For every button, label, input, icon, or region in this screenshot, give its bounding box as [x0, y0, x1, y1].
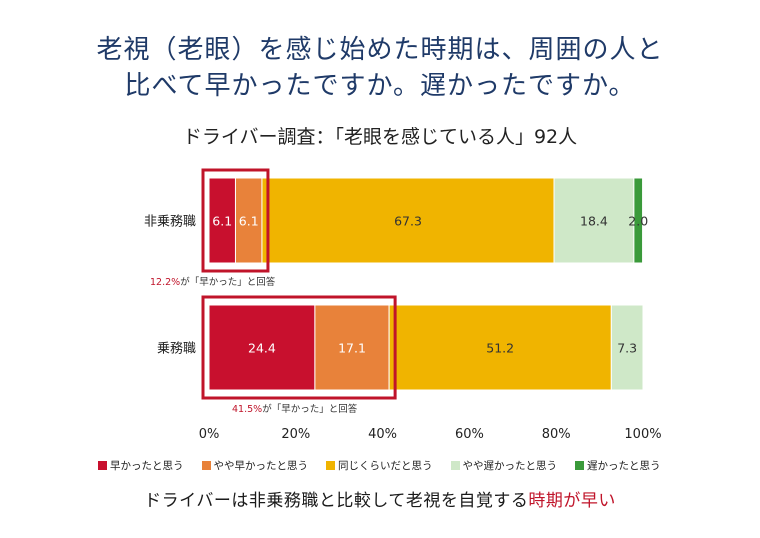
- legend-entry: 遅かったと思う: [575, 458, 661, 473]
- legend-swatch: [450, 461, 460, 470]
- bar-segment: [261, 177, 555, 264]
- x-tick-label: 40%: [368, 427, 397, 442]
- bar-segment: [610, 304, 644, 391]
- x-tick-label: 100%: [624, 427, 661, 442]
- data-label: 7.3: [617, 341, 637, 356]
- conclusion-highlight: 時期が早い: [528, 491, 616, 511]
- legend-label: やや早かったと思う: [213, 460, 309, 472]
- data-label: 18.4: [580, 214, 608, 229]
- data-label: 51.2: [486, 341, 514, 356]
- highlight-box: [201, 168, 270, 273]
- annotation-text: 41.5%が「早かった」と回答: [232, 403, 358, 415]
- legend-swatch: [201, 461, 211, 470]
- bar-segment: [314, 304, 390, 391]
- x-tick-label: 20%: [281, 427, 310, 442]
- chart-subtitle: ドライバー調査：「老眼を感じている人」92人: [182, 126, 578, 148]
- legend-label: やや遅かったと思う: [462, 460, 558, 472]
- chart-legend: 早かったと思う やや早かったと思う 同じくらいだと思う やや遅かったと思う 遅かったと思…: [98, 458, 661, 473]
- legend-entry: やや早かったと思う: [201, 458, 309, 473]
- x-tick-label: 80%: [542, 427, 571, 442]
- legend-entry: 同じくらいだと思う: [326, 458, 433, 473]
- data-label: 6.1: [212, 214, 232, 229]
- title-line-1: 老視（老眼）を感じ始めた時期は、周囲の人と: [96, 35, 664, 65]
- data-label: 17.1: [338, 341, 366, 356]
- data-label: 67.3: [394, 214, 422, 229]
- annotation-text: 12.2%が「早かった」と回答: [150, 276, 276, 288]
- bar-segment: [633, 177, 644, 264]
- legend-entry: やや遅かったと思う: [450, 458, 558, 473]
- x-tick-label: 0%: [199, 427, 220, 442]
- legend-label: 早かったと思う: [110, 460, 184, 472]
- data-label: 6.1: [239, 214, 259, 229]
- bar-segment: [388, 304, 612, 391]
- category-label: 非乗務職: [144, 215, 196, 230]
- data-label: 2.0: [628, 214, 648, 229]
- x-tick-label: 60%: [455, 427, 484, 442]
- bar-segment: [208, 304, 316, 391]
- conclusion-text: ドライバーは非乗務職と比較して老視を自覚する時期が早い: [0, 486, 760, 511]
- bar-segment: [234, 177, 263, 264]
- legend-label: 同じくらいだと思う: [338, 460, 433, 472]
- highlight-box: [201, 295, 397, 400]
- page-title: 老視（老眼）を感じ始めた時期は、周囲の人と 比べて早かったですか。遅かったですか…: [0, 32, 760, 104]
- conclusion-main: ドライバーは非乗務職と比較して老視を自覚する: [144, 491, 529, 511]
- legend-entry: 早かったと思う: [98, 458, 184, 473]
- legend-swatch: [98, 461, 107, 470]
- legend-swatch: [575, 461, 584, 470]
- legend-swatch: [326, 461, 335, 470]
- category-label: 乗務職: [157, 342, 196, 357]
- title-line-2: 比べて早かったですか。遅かったですか。: [124, 71, 636, 101]
- bar-segment: [553, 177, 635, 264]
- legend-label: 遅かったと思う: [587, 460, 661, 472]
- data-label: 24.4: [248, 341, 276, 356]
